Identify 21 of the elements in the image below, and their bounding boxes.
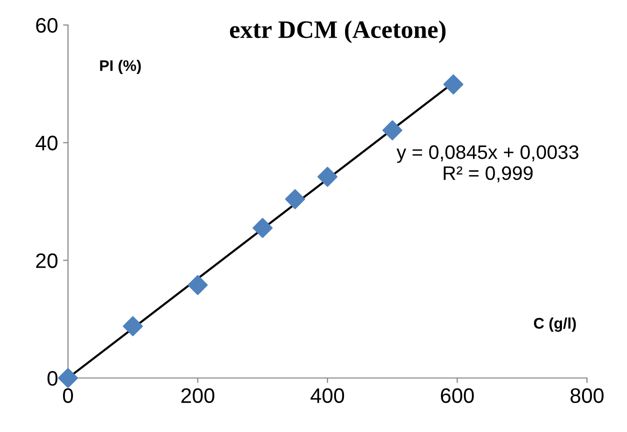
- annotation: y = 0,0845x + 0,0033 R² = 0,999: [396, 145, 578, 182]
- chart-title: extr DCM (Acetone): [230, 20, 446, 44]
- point: [382, 120, 402, 140]
- point: [285, 189, 306, 210]
- y-tick-label: 0: [48, 371, 58, 386]
- x-tick-label: 800: [570, 388, 604, 404]
- x-axis-title: C (g/l): [534, 318, 576, 332]
- point: [58, 368, 78, 388]
- x-tick-label: 0: [63, 388, 73, 404]
- point: [252, 218, 273, 238]
- x-tick-label: 200: [181, 388, 214, 404]
- y-tick-label: 40: [36, 136, 58, 150]
- point: [122, 316, 143, 336]
- y-tick-label: 60: [36, 18, 58, 33]
- point: [317, 166, 338, 187]
- y-tick-label: 20: [36, 253, 58, 268]
- point: [188, 275, 208, 296]
- y-axis-title: PI (%): [100, 60, 141, 74]
- x-tick-label: 600: [440, 388, 474, 404]
- point: [443, 74, 464, 94]
- x-tick-label: 400: [310, 388, 344, 404]
